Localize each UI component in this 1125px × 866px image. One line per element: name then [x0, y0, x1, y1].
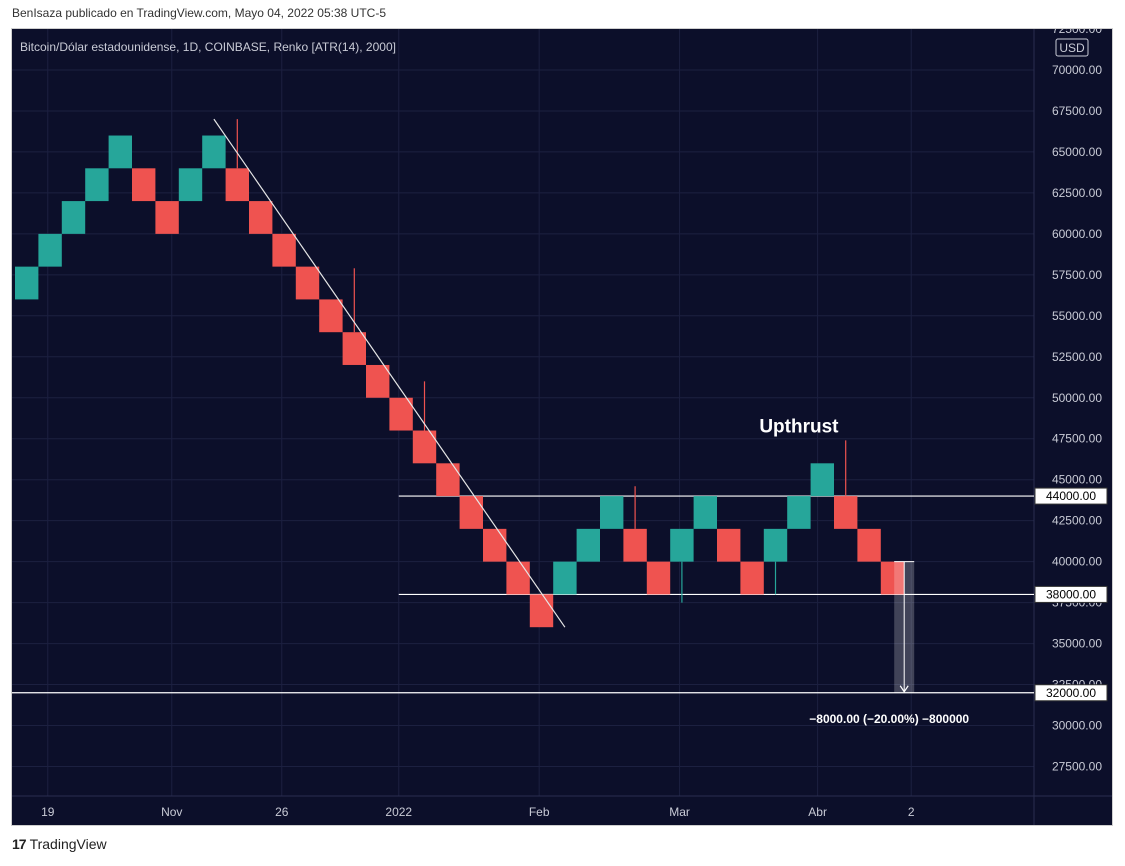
- x-tick-label: Feb: [529, 805, 550, 819]
- y-tick-label: 35000.00: [1052, 637, 1102, 651]
- y-tick-label: 30000.00: [1052, 719, 1102, 733]
- y-tick-label: 57500.00: [1052, 268, 1102, 282]
- y-tick-label: 27500.00: [1052, 760, 1102, 774]
- renko-brick-down: [834, 496, 858, 529]
- renko-brick-down: [880, 561, 905, 595]
- currency-label: USD: [1059, 41, 1085, 55]
- renko-brick-down: [506, 561, 530, 595]
- y-tick-label: 50000.00: [1052, 391, 1102, 405]
- y-tick-label: 70000.00: [1052, 63, 1102, 77]
- chart-title: Bitcoin/Dólar estadounidense, 1D, COINBA…: [20, 40, 396, 54]
- level-price-label: 38000.00: [1046, 587, 1096, 601]
- renko-brick-up: [85, 168, 109, 202]
- renko-brick-down: [319, 299, 343, 333]
- renko-brick-down: [740, 561, 764, 595]
- brand-name: TradingView: [29, 836, 107, 852]
- x-tick-label: 19: [41, 805, 55, 819]
- y-tick-label: 67500.00: [1052, 104, 1102, 118]
- y-tick-label: 47500.00: [1052, 432, 1102, 446]
- renko-brick-down: [225, 168, 249, 202]
- tradingview-logo-icon: 17: [12, 836, 27, 852]
- renko-brick-down: [366, 364, 390, 398]
- y-tick-label: 65000.00: [1052, 145, 1102, 159]
- renko-brick-up: [693, 496, 717, 529]
- renko-brick-down: [389, 397, 413, 431]
- renko-brick-up: [670, 528, 694, 562]
- level-price-tag: [1034, 585, 1108, 603]
- x-tick-label: Abr: [808, 805, 827, 819]
- renko-brick-down: [342, 332, 366, 365]
- y-tick-label: 60000.00: [1052, 227, 1102, 241]
- x-tick-label: 26: [275, 805, 289, 819]
- y-tick-label: 62500.00: [1052, 186, 1102, 200]
- y-tick-label: 45000.00: [1052, 473, 1102, 487]
- level-price-tag: [1034, 487, 1108, 505]
- renko-brick-up: [787, 496, 811, 529]
- renko-brick-down: [132, 168, 156, 202]
- renko-brick-up: [108, 135, 132, 169]
- renko-brick-down: [623, 528, 647, 562]
- renko-brick-up: [553, 561, 577, 595]
- renko-brick-down: [459, 496, 483, 529]
- renko-brick-down: [295, 266, 320, 300]
- publisher-header: BenIsaza publicado en TradingView.com, M…: [12, 6, 387, 20]
- y-tick-label: 72500.00: [1052, 29, 1102, 36]
- footer: 17 TradingView: [12, 836, 107, 852]
- x-tick-label: Mar: [669, 805, 690, 819]
- renko-brick-down: [857, 528, 881, 562]
- renko-brick-up: [178, 168, 203, 202]
- renko-brick-down: [272, 233, 296, 267]
- annotation-upthrust: Upthrust: [759, 417, 839, 438]
- x-tick-label: Nov: [161, 805, 182, 819]
- x-tick-label: 2: [908, 805, 915, 819]
- renko-brick-down: [436, 463, 460, 497]
- trendline: [213, 118, 566, 628]
- renko-brick-up: [15, 266, 39, 300]
- renko-brick-down: [483, 528, 507, 562]
- y-tick-label: 42500.00: [1052, 514, 1102, 528]
- renko-chart[interactable]: 27500.0030000.0032500.0035000.0037500.00…: [12, 29, 1112, 825]
- level-price-label: 32000.00: [1046, 686, 1096, 700]
- currency-badge: [1055, 38, 1089, 57]
- x-tick-label: 2022: [385, 805, 412, 819]
- renko-brick-down: [155, 201, 179, 234]
- level-price-label: 44000.00: [1046, 489, 1096, 503]
- renko-brick-down: [646, 561, 671, 595]
- chart-panel[interactable]: 27500.0030000.0032500.0035000.0037500.00…: [11, 28, 1113, 826]
- y-tick-label: 55000.00: [1052, 309, 1102, 323]
- renko-brick-up: [810, 463, 834, 497]
- measure-label: −8000.00 (−20.00%) −800000: [809, 712, 969, 726]
- level-price-tag: [1034, 684, 1108, 702]
- renko-brick-down: [249, 201, 273, 234]
- renko-brick-down: [717, 528, 741, 562]
- measure-arrow-head: [899, 685, 909, 693]
- renko-brick-up: [600, 496, 624, 529]
- y-tick-label: 52500.00: [1052, 350, 1102, 364]
- renko-brick-up: [38, 233, 62, 267]
- renko-brick-up: [576, 528, 600, 562]
- renko-brick-up: [61, 201, 86, 234]
- renko-brick-down: [412, 430, 437, 464]
- renko-brick-up: [763, 528, 788, 562]
- renko-brick-up: [202, 135, 226, 169]
- renko-brick-down: [529, 594, 554, 628]
- y-tick-label: 40000.00: [1052, 555, 1102, 569]
